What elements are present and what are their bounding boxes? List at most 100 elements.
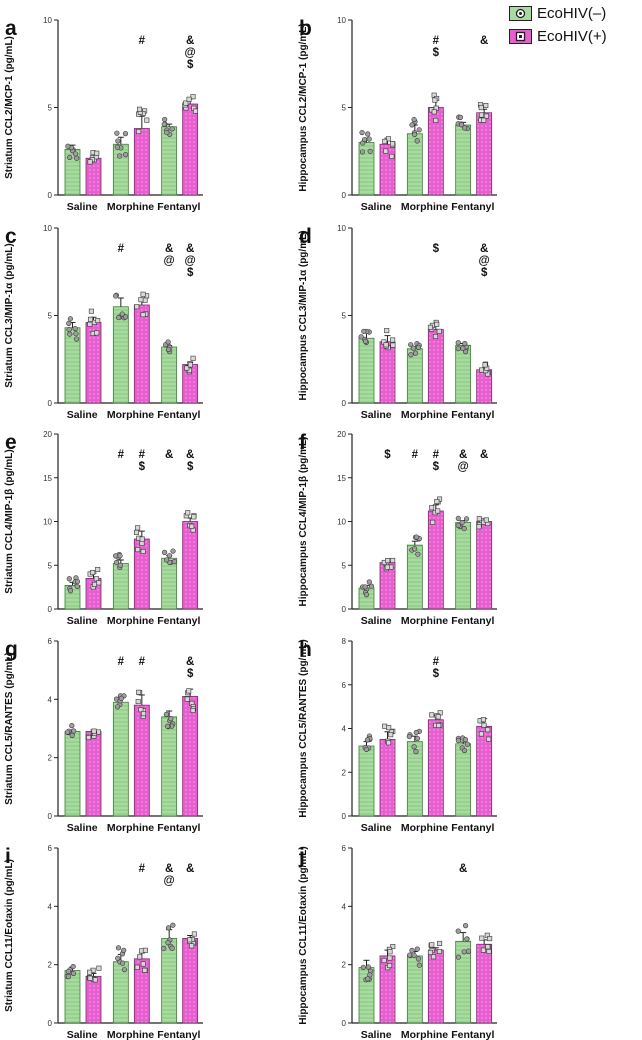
x-tick-label: Fentanyl — [451, 615, 494, 627]
data-point — [390, 141, 396, 147]
y-axis-label: Striatum CCL11/Eotaxin (pg/mL) — [4, 859, 15, 1012]
data-point — [436, 722, 442, 728]
legend-label-ecohiv-neg: EcoHIV(–) — [537, 5, 607, 22]
data-point — [406, 733, 412, 740]
data-point — [479, 935, 485, 941]
y-tick-label: 2 — [342, 961, 347, 970]
data-point — [430, 519, 436, 525]
y-tick-label: 0 — [48, 191, 53, 200]
data-point — [88, 308, 94, 314]
significance-mark: & — [186, 449, 194, 461]
data-point — [184, 365, 190, 371]
data-point — [140, 548, 146, 554]
data-point — [122, 131, 129, 137]
y-tick-label: 20 — [43, 430, 52, 439]
data-point — [90, 569, 96, 575]
data-point — [413, 534, 420, 540]
y-tick-label: 10 — [337, 224, 346, 233]
data-point — [95, 567, 101, 573]
data-point — [384, 328, 390, 334]
data-point — [386, 725, 392, 731]
data-point — [134, 304, 140, 310]
x-tick-label: Saline — [67, 822, 98, 834]
bar — [112, 143, 129, 196]
data-point — [137, 106, 143, 112]
data-point — [87, 321, 93, 327]
data-point — [142, 297, 148, 303]
data-point — [165, 925, 172, 931]
y-tick-label: 0 — [48, 605, 53, 614]
data-point — [115, 138, 121, 144]
y-axis-label: Striatum CCL2/MCP-1 (pg/mL) — [4, 36, 15, 179]
data-point — [368, 583, 375, 589]
y-tick-label: 5 — [48, 104, 53, 113]
panel-letter: b — [299, 17, 312, 40]
data-point — [457, 114, 464, 120]
data-point — [120, 960, 126, 966]
bar — [455, 124, 472, 196]
bar — [85, 975, 102, 1024]
data-point — [435, 508, 441, 514]
data-point — [87, 316, 93, 322]
y-tick-label: 10 — [337, 518, 346, 527]
significance-mark: & — [165, 863, 173, 875]
bar — [379, 739, 396, 817]
significance-mark: # — [139, 863, 146, 875]
data-point — [365, 976, 371, 982]
y-tick-label: 15 — [337, 474, 346, 483]
data-point — [437, 948, 443, 954]
y-tick-label: 15 — [43, 474, 52, 483]
significance-mark: & — [186, 863, 194, 875]
data-point — [142, 947, 148, 953]
data-point — [435, 714, 441, 720]
data-point — [455, 522, 461, 529]
x-tick-label: Morphine — [401, 201, 448, 213]
data-point — [458, 122, 465, 128]
data-point — [71, 728, 77, 734]
significance-mark: $ — [481, 267, 488, 279]
data-point — [66, 576, 72, 582]
y-axis-label: Hippocampus CCL11/Eotaxin (pg/mL) — [298, 846, 309, 1024]
significance-mark: # — [118, 656, 125, 668]
data-point — [479, 112, 485, 118]
data-point — [485, 727, 491, 733]
legend-item-ecohiv-neg: EcoHIV(–) — [509, 4, 606, 23]
significance-mark: $ — [433, 461, 440, 473]
data-point — [390, 944, 396, 950]
bar — [112, 701, 129, 817]
data-point — [114, 130, 120, 136]
y-tick-label: 6 — [48, 844, 53, 853]
panel-letter: a — [5, 17, 17, 40]
x-tick-label: Fentanyl — [451, 409, 494, 421]
data-point — [358, 334, 364, 340]
x-tick-label: Saline — [67, 1029, 98, 1040]
data-point — [190, 707, 196, 713]
data-point — [186, 96, 192, 102]
data-point — [66, 326, 72, 333]
data-point — [170, 548, 176, 554]
x-tick-label: Saline — [361, 1029, 392, 1040]
data-point — [67, 588, 74, 594]
bar — [455, 521, 472, 610]
data-point — [455, 515, 461, 522]
data-point — [192, 108, 198, 114]
y-tick-label: 5 — [342, 561, 347, 570]
significance-mark: @ — [185, 47, 196, 59]
data-point — [70, 970, 77, 977]
bar — [182, 521, 199, 610]
data-point — [65, 974, 72, 980]
data-point — [189, 523, 195, 529]
data-point — [416, 962, 423, 968]
data-point — [87, 969, 93, 975]
data-point — [161, 121, 167, 127]
y-tick-label: 5 — [48, 312, 53, 321]
y-tick-label: 5 — [342, 312, 347, 321]
x-tick-label: Fentanyl — [157, 1029, 200, 1040]
x-tick-label: Fentanyl — [157, 201, 200, 213]
y-tick-label: 20 — [337, 430, 346, 439]
y-tick-label: 10 — [43, 16, 52, 25]
data-point — [359, 149, 366, 155]
